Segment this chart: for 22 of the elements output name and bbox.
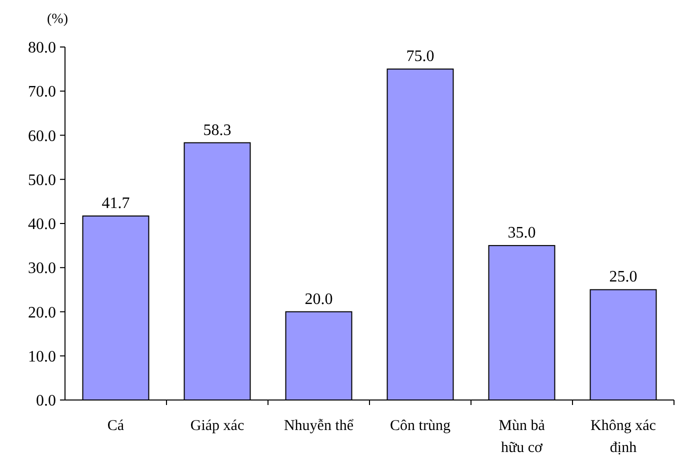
- y-tick-label: 0.0: [36, 392, 56, 410]
- y-tick-label: 80.0: [28, 40, 56, 57]
- data-label: 35.0: [508, 224, 536, 242]
- y-axis-title: (%): [47, 12, 68, 27]
- y-tick-label: 50.0: [28, 172, 56, 189]
- data-label: 58.3: [203, 122, 232, 139]
- x-tick-label: Mùn bả hữu cơ: [498, 418, 546, 456]
- data-label: 25.0: [609, 268, 638, 286]
- x-tick-label: Cá: [107, 418, 124, 434]
- data-label: 20.0: [304, 290, 333, 308]
- x-tick-label: Nhuyễn thể: [284, 418, 354, 434]
- x-tick-label: Côn trùng: [390, 418, 451, 434]
- x-tick-label: Giáp xác: [190, 418, 244, 434]
- y-tick-label: 60.0: [28, 128, 56, 145]
- x-tick-label: Không xác định: [590, 418, 656, 456]
- y-tick-label: 20.0: [28, 304, 56, 322]
- data-label: 41.7: [102, 195, 130, 212]
- y-tick-label: 40.0: [28, 216, 56, 234]
- y-tick-label: 10.0: [28, 348, 56, 366]
- data-label: 75.0: [406, 48, 434, 66]
- y-tick-label: 30.0: [28, 260, 56, 278]
- y-tick-label: 70.0: [28, 84, 56, 101]
